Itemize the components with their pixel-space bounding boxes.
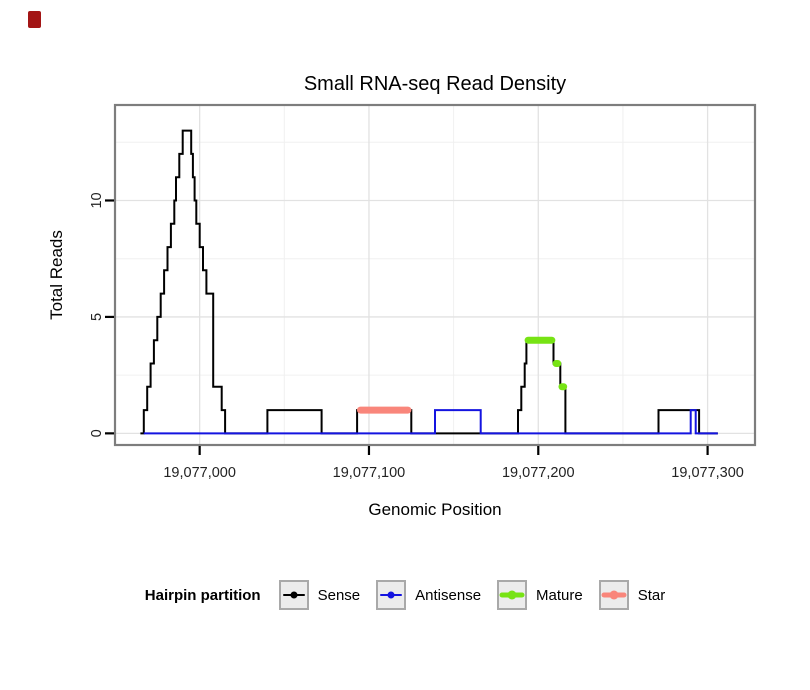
red-corner-marker-icon xyxy=(28,11,41,28)
y-axis-title: Total Reads xyxy=(47,230,66,320)
mature-line-icon xyxy=(499,590,525,600)
antisense-line-icon xyxy=(380,591,403,599)
x-tick-label: 19,077,300 xyxy=(671,465,744,481)
legend-key-sense xyxy=(278,580,309,610)
legend-key-star xyxy=(598,580,629,610)
legend-key-antisense xyxy=(376,580,407,610)
y-tick-label: 0 xyxy=(89,429,105,437)
legend-label-sense: Sense xyxy=(317,586,361,604)
y-tick-label: 5 xyxy=(89,313,105,321)
legend-item-star: Star xyxy=(598,580,666,610)
star-line-icon xyxy=(601,590,627,600)
plot-area xyxy=(115,105,755,445)
y-tick-label: 10 xyxy=(89,192,105,208)
legend: Hairpin partition Sense Antisense Mature… xyxy=(0,580,810,610)
chart-title: Small RNA-seq Read Density xyxy=(304,73,566,95)
gridlines xyxy=(115,105,755,445)
x-tick-label: 19,077,000 xyxy=(163,465,236,481)
sense-line-icon xyxy=(282,591,305,599)
panel-border xyxy=(113,103,757,447)
x-tick-label: 19,077,200 xyxy=(502,465,575,481)
legend-label-mature: Mature xyxy=(536,586,583,604)
legend-title: Hairpin partition xyxy=(144,586,261,604)
series-mature xyxy=(524,336,568,391)
x-axis-title: Genomic Position xyxy=(368,500,501,519)
x-tick-label: 19,077,100 xyxy=(333,465,406,481)
legend-key-mature xyxy=(497,580,528,610)
series-sense xyxy=(140,129,718,435)
legend-label-star: Star xyxy=(637,586,666,604)
axis-tick-marks xyxy=(105,199,709,455)
series-antisense xyxy=(143,409,718,435)
legend-item-mature: Mature xyxy=(497,580,583,610)
legend-item-sense: Sense xyxy=(278,580,361,610)
legend-label-antisense: Antisense xyxy=(415,586,482,604)
legend-item-antisense: Antisense xyxy=(376,580,481,610)
